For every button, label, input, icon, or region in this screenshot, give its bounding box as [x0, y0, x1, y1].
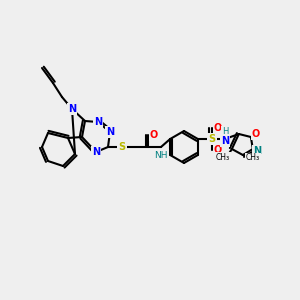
Text: N: N — [94, 117, 102, 127]
Text: N: N — [253, 146, 261, 156]
Text: H: H — [222, 127, 228, 136]
Text: N: N — [106, 127, 114, 137]
Text: N: N — [221, 136, 229, 146]
Text: O: O — [214, 123, 222, 133]
Text: S: S — [118, 142, 126, 152]
Text: N: N — [92, 147, 100, 157]
Text: O: O — [252, 129, 260, 139]
Text: NH: NH — [154, 151, 168, 160]
Text: S: S — [208, 134, 215, 144]
Text: N: N — [68, 104, 76, 114]
Text: O: O — [214, 145, 222, 155]
Text: CH₃: CH₃ — [216, 152, 230, 161]
Text: O: O — [150, 130, 158, 140]
Text: CH₃: CH₃ — [246, 154, 260, 163]
